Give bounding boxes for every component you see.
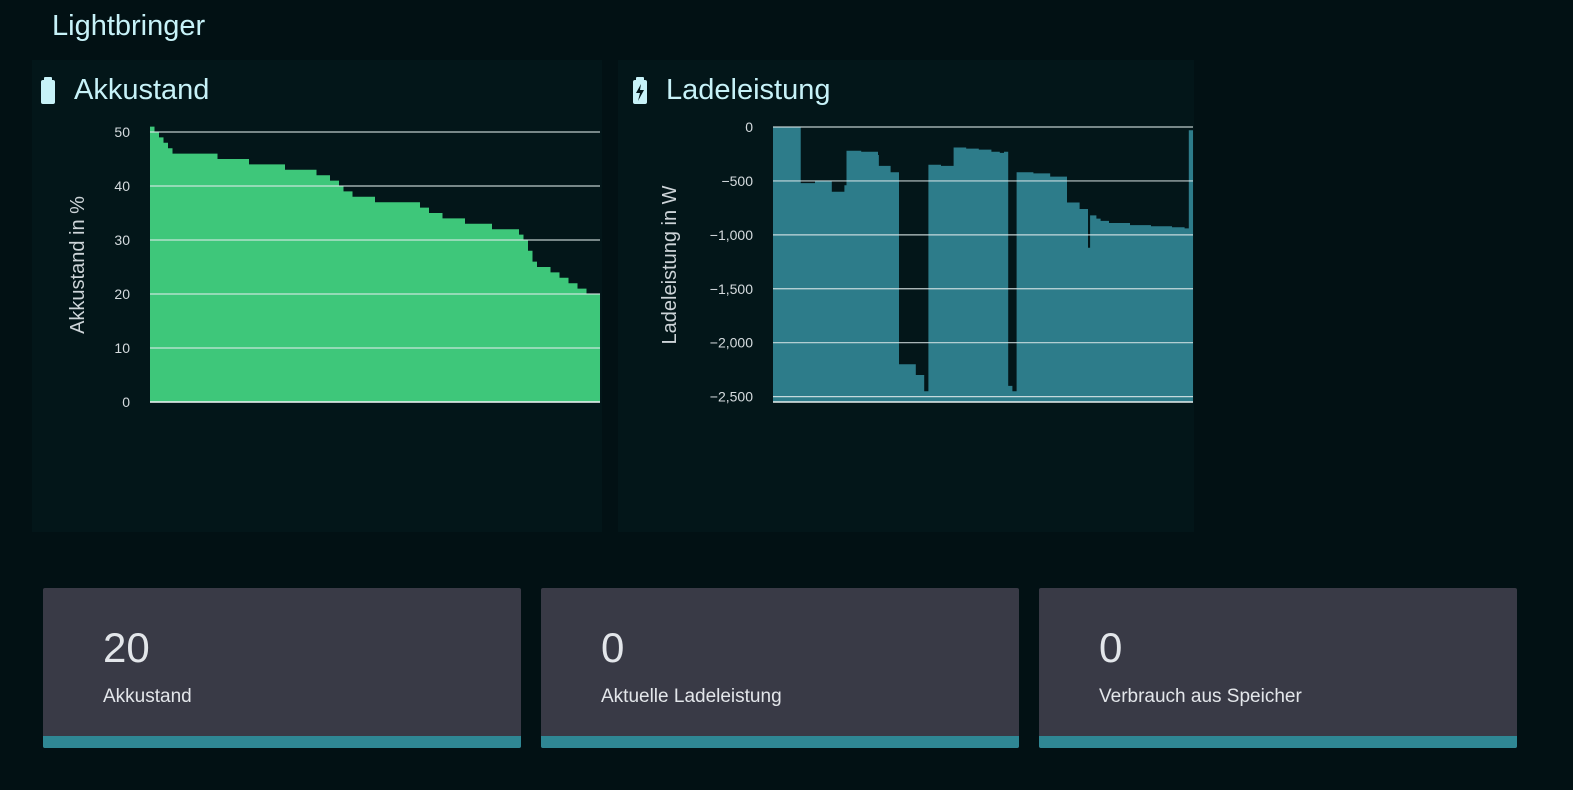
ladeleistung-panel-title: Ladeleistung	[666, 74, 831, 106]
y-tick-label: −1,000	[710, 227, 753, 243]
y-tick-label: 50	[114, 124, 130, 140]
chart-area	[150, 126, 600, 402]
y-tick-label: 40	[114, 178, 130, 194]
card-accent-bar	[541, 736, 1019, 748]
y-tick-label: −1,500	[710, 281, 753, 297]
y-tick-label: 0	[745, 119, 753, 135]
y-tick-label: −2,000	[710, 335, 753, 351]
ladeleistung-value: 0	[601, 624, 625, 671]
y-tick-label: 30	[114, 232, 130, 248]
verbrauch-caption: Verbrauch aus Speicher	[1099, 686, 1302, 707]
card-accent-bar	[43, 736, 521, 748]
ladeleistung-panel: Ladeleistung 0 −500 −1,000 −1,500 −2,000 −2,5…	[618, 60, 1194, 532]
ladeleistung-panel-header: Ladeleistung	[630, 74, 830, 107]
y-axis-label: Ladeleistung in W	[659, 185, 681, 344]
y-tick-label: 20	[114, 286, 130, 302]
y-axis-label: Akkustand in %	[67, 196, 89, 334]
akkustand-caption: Akkustand	[103, 686, 192, 707]
battery-charging-icon	[630, 76, 652, 106]
app-title: Lightbringer	[52, 10, 206, 42]
ladeleistung-caption: Aktuelle Ladeleistung	[601, 686, 782, 707]
ladeleistung-chart: 0 −500 −1,000 −1,500 −2,000 −2,500 Ladeleistun…	[659, 119, 1193, 405]
akkustand-chart: 0 10 20 30 40 50 Akkustand in %	[67, 124, 600, 410]
card-accent-bar	[1039, 736, 1517, 748]
akkustand-card[interactable]: 20 Akkustand	[43, 588, 521, 748]
y-tick-label: −500	[721, 173, 753, 189]
verbrauch-card[interactable]: 0 Verbrauch aus Speicher	[1039, 588, 1517, 748]
y-tick-label: 10	[114, 340, 130, 356]
akkustand-value: 20	[103, 624, 150, 671]
battery-icon	[38, 76, 60, 106]
akkustand-panel-title: Akkustand	[74, 74, 210, 106]
chart-area	[773, 127, 1193, 402]
akkustand-panel-header: Akkustand	[38, 74, 209, 107]
akkustand-panel: Akkustand 0 10 20 30 40 50 Akkustand in %	[32, 60, 602, 532]
y-tick-label: −2,500	[710, 389, 753, 405]
y-tick-label: 0	[122, 394, 130, 410]
verbrauch-value: 0	[1099, 624, 1123, 671]
ladeleistung-card[interactable]: 0 Aktuelle Ladeleistung	[541, 588, 1019, 748]
